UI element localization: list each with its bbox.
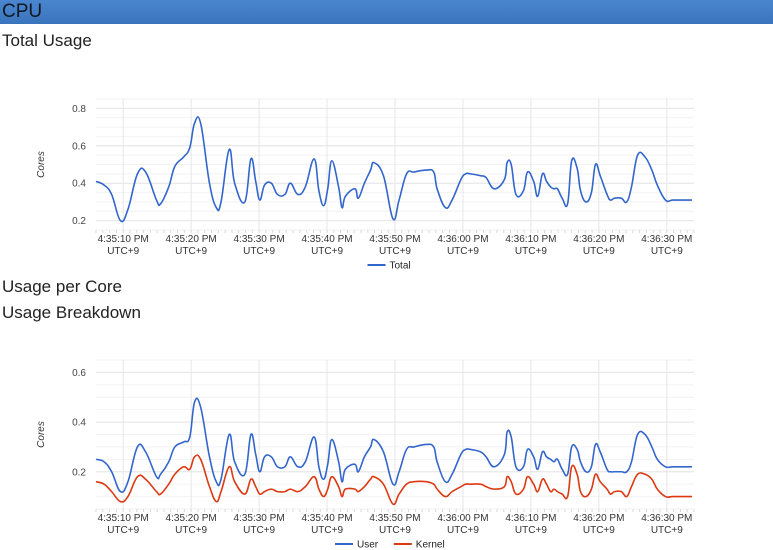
x-tick-timezone-label: UTC+9: [515, 246, 547, 257]
x-tick-timezone-label: UTC+9: [175, 525, 207, 536]
x-tick-label: 4:36:10 PM: [505, 234, 556, 245]
x-tick-timezone-label: UTC+9: [447, 246, 479, 257]
x-tick-timezone-label: UTC+9: [379, 525, 411, 536]
x-tick-timezone-label: UTC+9: [107, 246, 139, 257]
x-tick-label: 4:35:40 PM: [301, 513, 352, 524]
y-tick-label: 0.8: [72, 104, 86, 115]
y-axis-label: Cores: [36, 421, 47, 448]
usage-breakdown-title: Usage Breakdown: [2, 303, 141, 323]
legend-label-total: Total: [390, 261, 411, 272]
legend-label-user: User: [357, 540, 379, 550]
x-tick-label: 4:36:00 PM: [437, 513, 488, 524]
x-tick-timezone-label: UTC+9: [175, 246, 207, 257]
x-tick-timezone-label: UTC+9: [311, 525, 343, 536]
series-line-total: [96, 117, 692, 222]
x-tick-label: 4:35:30 PM: [234, 234, 285, 245]
x-tick-label: 4:35:50 PM: [369, 234, 420, 245]
legend-label-kernel: Kernel: [416, 540, 445, 550]
x-tick-timezone-label: UTC+9: [651, 246, 683, 257]
x-tick-label: 4:35:10 PM: [98, 513, 149, 524]
cpu-header-bar: CPU: [0, 0, 773, 24]
x-tick-timezone-label: UTC+9: [651, 525, 683, 536]
x-tick-timezone-label: UTC+9: [447, 525, 479, 536]
x-tick-label: 4:36:10 PM: [505, 513, 556, 524]
x-tick-label: 4:35:20 PM: [166, 513, 217, 524]
x-tick-label: 4:36:30 PM: [641, 513, 692, 524]
x-tick-label: 4:36:20 PM: [573, 234, 624, 245]
y-tick-label: 0.4: [72, 418, 86, 429]
x-tick-timezone-label: UTC+9: [515, 525, 547, 536]
x-tick-timezone-label: UTC+9: [583, 246, 615, 257]
x-tick-label: 4:35:30 PM: [234, 513, 285, 524]
x-tick-timezone-label: UTC+9: [379, 246, 411, 257]
y-tick-label: 0.6: [72, 141, 86, 152]
y-tick-label: 0.4: [72, 179, 86, 190]
x-tick-label: 4:36:00 PM: [437, 234, 488, 245]
x-tick-label: 4:35:40 PM: [301, 234, 352, 245]
x-tick-label: 4:36:20 PM: [573, 513, 624, 524]
x-tick-timezone-label: UTC+9: [243, 525, 275, 536]
x-tick-label: 4:35:50 PM: [369, 513, 420, 524]
series-line-user: [96, 398, 692, 492]
x-tick-label: 4:35:20 PM: [166, 234, 217, 245]
total-usage-title: Total Usage: [2, 31, 92, 51]
usage-per-core-title: Usage per Core: [2, 277, 122, 297]
y-tick-label: 0.2: [72, 467, 86, 478]
x-tick-timezone-label: UTC+9: [311, 246, 343, 257]
x-tick-label: 4:36:30 PM: [641, 234, 692, 245]
y-tick-label: 0.2: [72, 216, 86, 227]
y-axis-label: Cores: [36, 151, 47, 178]
x-tick-timezone-label: UTC+9: [583, 525, 615, 536]
y-tick-label: 0.6: [72, 368, 86, 379]
x-tick-label: 4:35:10 PM: [98, 234, 149, 245]
x-tick-timezone-label: UTC+9: [243, 246, 275, 257]
x-tick-timezone-label: UTC+9: [107, 525, 139, 536]
cpu-title: CPU: [2, 1, 42, 22]
